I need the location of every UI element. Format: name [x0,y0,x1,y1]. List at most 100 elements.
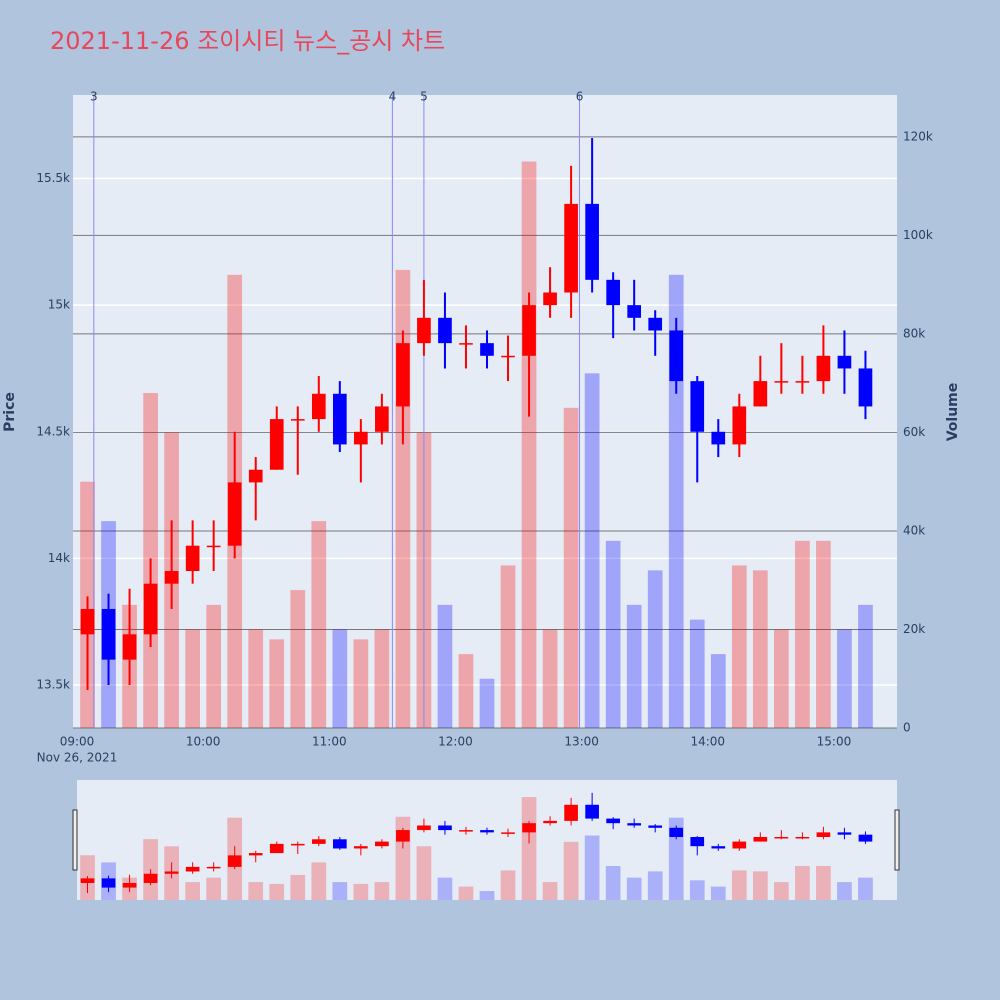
mini-volume-bar [500,870,516,900]
mini-volume-bar [795,865,810,900]
y-axis-title: Price [2,392,18,432]
mini-volume-bar [647,871,663,900]
volume-bar [731,565,747,728]
volume-bar [710,654,726,728]
mini-candle-body [564,804,578,821]
mini-candle-body [375,841,389,847]
mini-volume-bar [332,882,348,900]
volume-bar [605,540,621,728]
volume-bar [248,629,264,728]
y2-tick-label: 60k [903,425,925,439]
candle-body [753,381,768,407]
volume-bar [795,540,810,728]
mini-candle-body [438,825,452,831]
mini-volume-bar [689,880,705,900]
volume-bar [837,629,852,728]
candle-body [206,545,221,548]
mini-candle-body [774,836,789,839]
candle-body [711,431,726,445]
mini-candle-body [354,846,368,849]
mini-volume-bar [605,865,621,900]
volume-bar [668,274,684,728]
mini-candle-body [143,873,158,883]
mini-volume-bar [563,841,579,900]
candle-body [795,381,810,383]
candle-body [858,368,873,407]
mini-candle-body [648,825,663,828]
candle-body [438,317,452,344]
y2-tick-label: 0 [903,721,911,735]
volume-bar [458,654,474,728]
x-tick-label: 15:00 [817,735,852,749]
annotation-label: 5 [420,90,428,104]
mini-candle-body [80,878,95,883]
y2-tick-label: 120k [903,129,933,143]
y-tick-label: 13.5k [36,677,70,691]
volume-bar [521,161,537,728]
mini-volume-bar [752,871,768,900]
mini-candle-body [816,832,831,837]
volume-bar [584,373,600,728]
mini-volume-bar [437,877,453,900]
candle-body [354,431,368,445]
volume-bar [689,619,705,728]
volume-bar [185,629,200,728]
volume-bar [269,639,285,728]
mini-candle-body [311,839,326,844]
volume-bar [626,604,642,728]
candle-body [669,330,684,382]
mini-candle-body [585,804,599,819]
mini-candle-body [185,866,200,872]
volume-bar [816,540,831,728]
candle-body [543,292,557,306]
candle-body [606,279,620,306]
mini-candle-body [122,882,137,888]
range-handle[interactable] [894,809,900,871]
mini-candle-body [101,878,116,888]
candle-body [732,406,747,445]
range-slider[interactable] [77,780,897,900]
mini-candle-body [164,871,179,874]
y2-tick-label: 20k [903,622,925,636]
range-handle[interactable] [72,809,78,871]
mini-candle-body [269,843,284,854]
candle-body [816,355,831,382]
annotation-label: 3 [90,90,98,104]
plot-area [73,95,897,728]
y2-axis-title: Volume [945,383,961,442]
y2-tick-label: 100k [903,228,933,242]
mini-candle-body [248,853,263,856]
mini-volume-bar [290,874,306,900]
mini-candle-body [480,830,494,833]
candle-body [290,419,305,421]
mini-candle-body [732,841,747,849]
mini-candle-body [837,832,852,835]
candle-body [501,355,515,358]
mini-candle-body [290,843,305,846]
candle-body [311,393,326,420]
candle-body [375,406,389,432]
candle-body [627,305,642,318]
mini-volume-bar [816,865,831,900]
candle-body [227,482,242,546]
candle-body [248,469,263,483]
candle-body [690,381,705,432]
mini-candle-body [627,823,642,826]
volume-bar [647,570,663,728]
x-tick-label: 14:00 [690,735,725,749]
candle-body [80,608,95,635]
y2-tick-label: 40k [903,523,925,537]
mini-volume-bar [374,882,390,900]
mini-candle-body [459,830,473,832]
candle-body [185,545,200,572]
candle-body [396,343,410,407]
mini-candle-body [417,825,431,831]
volume-bar [332,629,348,728]
mini-candle-body [690,836,705,847]
mini-volume-bar [311,862,327,900]
mini-volume-bar [353,883,369,900]
mini-candle-body [606,818,620,824]
annotation-label: 6 [576,90,584,104]
candle-body [332,393,347,445]
